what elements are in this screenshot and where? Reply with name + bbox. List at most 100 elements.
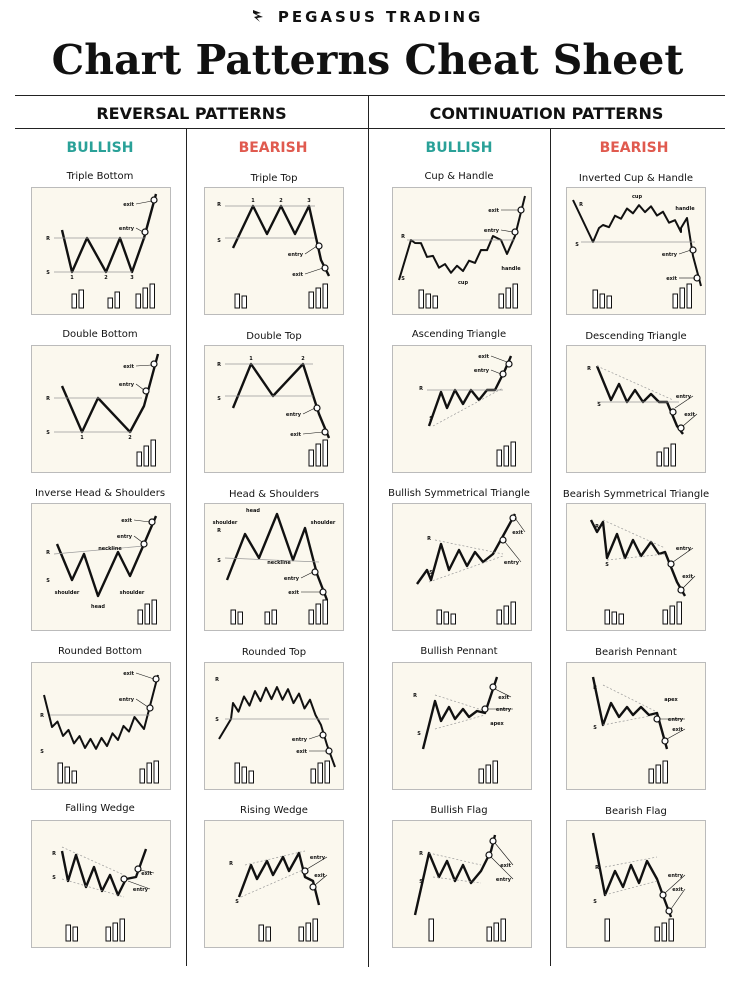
entry-label: entry (474, 368, 490, 374)
entry-label: entry (310, 855, 326, 861)
volume-bar (234, 762, 240, 784)
exit-label: exit (512, 530, 523, 536)
volume-bar (241, 295, 247, 309)
r-label: R (413, 693, 417, 699)
price-line (43, 674, 159, 750)
volume-bar (142, 287, 148, 309)
entry-label: entry (119, 382, 135, 388)
volume-bar (264, 611, 270, 625)
annotation-arrow (304, 267, 324, 275)
exit-label: exit (292, 272, 303, 278)
volume-bar (663, 447, 669, 467)
price-line (416, 513, 517, 585)
price-line (60, 353, 160, 434)
col-head-continuation-bullish: BULLISH (425, 140, 493, 156)
pattern-card-triple-top: R S 1 2 3 entry exit (204, 187, 344, 315)
brand: PEGASUS TRADING (0, 8, 735, 27)
volume-bar (298, 926, 304, 942)
card-title-falling-wedge: Falling Wedge (65, 803, 135, 814)
annotation-arrow (514, 517, 526, 533)
card-title-bearish-pennant: Bearish Pennant (595, 647, 677, 658)
annotation-arrow (304, 245, 318, 255)
brand-name: PEGASUS TRADING (277, 8, 484, 26)
n1-label: 1 (251, 198, 255, 204)
card-title-inverted-cup-handle: Inverted Cup & Handle (578, 173, 694, 184)
annotation-arrow (127, 880, 151, 890)
entry-marker (499, 370, 507, 378)
exit-marker (489, 837, 497, 845)
volume-bar (486, 926, 492, 942)
card-title-double-top: Double Top (246, 331, 302, 342)
r-label: R (46, 550, 50, 556)
r-label: R (46, 396, 50, 402)
entry-label: entry (117, 534, 133, 540)
exit-marker (677, 586, 685, 594)
handle-label: handle (501, 266, 521, 272)
entry-label: entry (676, 546, 692, 552)
annotation-arrow (666, 728, 686, 740)
shoulder-label: shoulder (55, 590, 80, 596)
entry-marker (319, 731, 327, 739)
volume-bar (604, 918, 610, 942)
exit-marker (505, 360, 513, 368)
cup-label: cup (458, 280, 469, 286)
annotation-arrow (674, 395, 694, 409)
r-label: R (217, 528, 221, 534)
exit-label: exit (290, 432, 301, 438)
volume-bar (143, 445, 149, 467)
volume-bar (592, 289, 598, 309)
exit-marker (309, 883, 317, 891)
exit-label: exit (288, 590, 299, 596)
volume-bar (312, 918, 318, 942)
volume-bar (618, 613, 624, 625)
price-line (225, 512, 329, 601)
pattern-chart: R S 1 2 3 entry exit (217, 198, 331, 309)
volume-bar (248, 770, 254, 784)
exit-label: exit (500, 863, 511, 869)
guide-line (428, 555, 504, 583)
volume-bar (107, 297, 113, 309)
r-label: R (579, 202, 583, 208)
annotation-arrow (133, 535, 143, 543)
volume-bar (668, 918, 674, 942)
r-label: R (419, 386, 423, 392)
volume-bar (662, 609, 668, 625)
entry-label: entry (496, 877, 512, 883)
annotation-arrow (494, 842, 514, 866)
r-label: R (229, 861, 233, 867)
card-title-descending-triangle: Descending Triangle (585, 331, 687, 342)
volume-bar (57, 762, 63, 784)
s-label: S (597, 402, 601, 408)
r-label: R (593, 685, 597, 691)
volume-bar (604, 609, 610, 625)
volume-bar (324, 760, 330, 784)
volume-bar (428, 918, 434, 942)
entry-label: entry (119, 226, 135, 232)
annotation-arrow (504, 541, 522, 563)
annotation-arrow (682, 575, 696, 589)
card-title-rising-wedge: Rising Wedge (240, 805, 308, 816)
page-title: Chart Patterns Cheat Sheet (51, 36, 684, 84)
volume-bar (105, 926, 111, 942)
price-line (55, 515, 158, 598)
volume-bar (418, 289, 424, 309)
volume-bar (500, 918, 506, 942)
entry-label: entry (668, 873, 684, 879)
entry-label: entry (288, 252, 304, 258)
entry-label: entry (662, 252, 678, 258)
card-title-bullish-pennant: Bullish Pennant (420, 646, 498, 657)
volume-bar (676, 601, 682, 625)
group-title-reversal: REVERSAL PATTERNS (96, 104, 287, 123)
s-label: S (429, 416, 433, 422)
handle-label: handle (675, 206, 695, 212)
exit-label: exit (121, 518, 132, 524)
annotation-arrow (670, 888, 686, 910)
volume-bar (654, 926, 660, 942)
volume-bar (265, 926, 271, 942)
